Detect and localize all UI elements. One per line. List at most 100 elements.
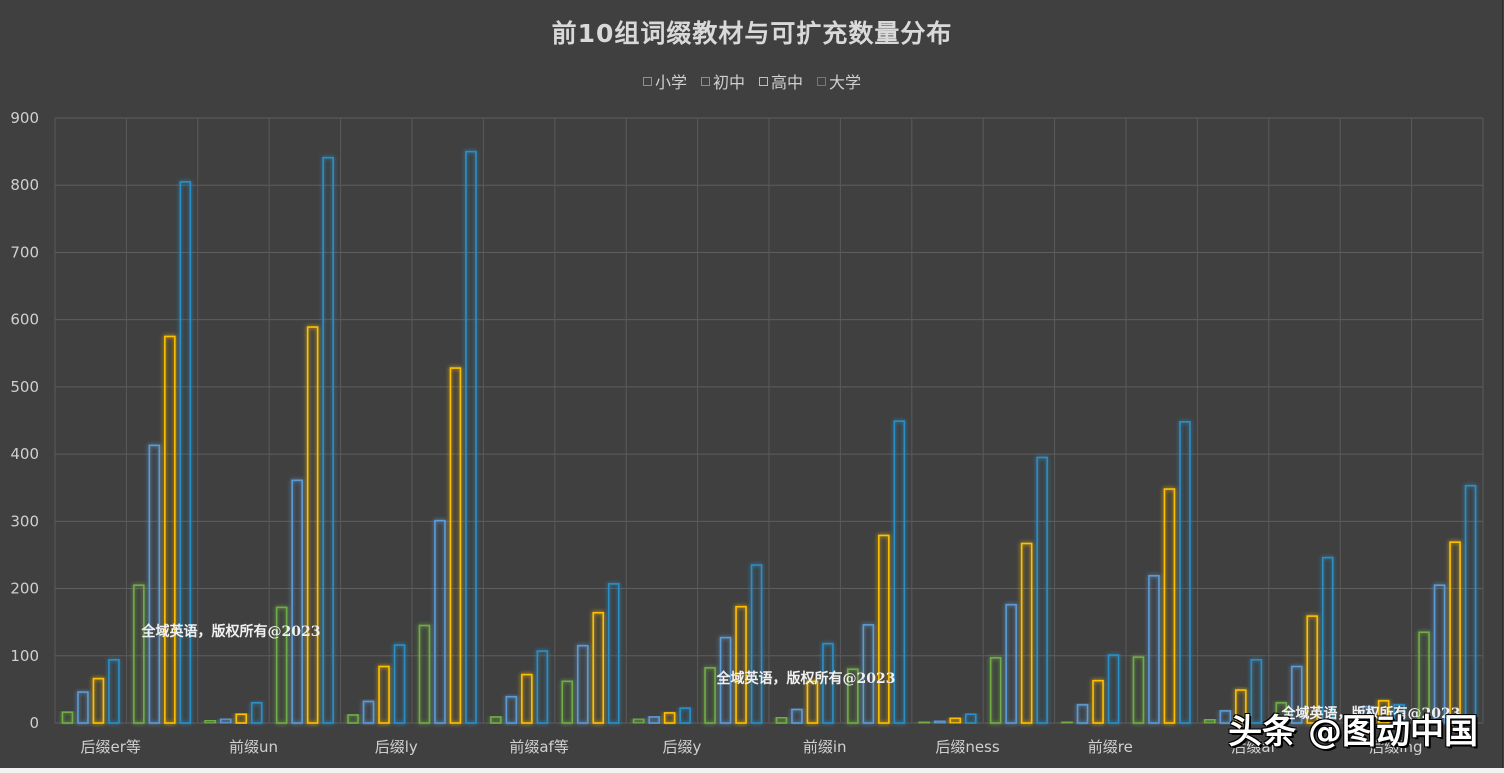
y-tick-label: 700 [10, 243, 39, 261]
bar [847, 668, 859, 724]
bar [393, 644, 406, 724]
legend-item: 初中 [700, 69, 745, 93]
bar [465, 150, 477, 724]
legend-label: 大学 [829, 73, 862, 92]
bar [378, 665, 390, 724]
bar [1393, 704, 1405, 724]
bottom-edge [0, 768, 1504, 773]
bar [679, 707, 691, 724]
bar [862, 624, 875, 724]
brand-watermark: 头条 @图动中国 [1228, 712, 1478, 752]
legend-swatch-icon [700, 76, 710, 86]
legend-item: 高中 [759, 69, 803, 93]
bar [1092, 679, 1104, 724]
bar [235, 713, 248, 724]
bar [204, 719, 217, 724]
bar [1449, 541, 1461, 724]
x-tick-label: 前缀af等 [509, 738, 568, 756]
bar [1179, 421, 1191, 724]
x-tick-label: 前缀re [1088, 738, 1133, 756]
bar [775, 716, 788, 724]
x-tick-label: 后缀al [1231, 738, 1274, 756]
bar [77, 691, 89, 724]
bar [933, 720, 946, 724]
chart-title: 前10组词缀教材与可扩充数量分布 [551, 19, 953, 48]
bar [878, 534, 890, 724]
bar [108, 659, 120, 724]
bar [275, 606, 288, 724]
y-tick-label: 0 [29, 714, 39, 732]
bar [822, 642, 834, 724]
legend-label: 小学 [654, 73, 687, 92]
bar [219, 718, 232, 724]
x-tick-label: 后缀ness [935, 738, 1000, 756]
bar [663, 712, 676, 724]
bar [1275, 702, 1288, 724]
legend-label: 初中 [712, 73, 745, 92]
bar [434, 519, 446, 724]
bar [306, 326, 319, 724]
bar [1433, 584, 1446, 724]
bar [735, 605, 747, 724]
bar [1036, 456, 1048, 724]
bar [521, 673, 533, 724]
bar [750, 564, 763, 724]
bar [989, 656, 1002, 724]
bar [949, 717, 962, 724]
bar [1362, 706, 1374, 724]
bar [592, 611, 605, 724]
legend-swatch-icon [759, 76, 768, 86]
x-tick-label: 前缀un [229, 738, 278, 756]
y-tick-label: 300 [10, 512, 39, 530]
bar [250, 702, 263, 724]
y-tick-label: 500 [10, 378, 39, 396]
bar [133, 584, 145, 724]
bar [893, 420, 906, 724]
bar [92, 677, 105, 724]
bar [1132, 656, 1145, 724]
bar [791, 708, 803, 724]
bar [964, 713, 977, 724]
bar [648, 716, 660, 724]
bar [291, 479, 303, 724]
legend-item: 小学 [642, 69, 687, 93]
bar [1321, 556, 1334, 724]
bar [806, 680, 819, 724]
y-tick-label: 600 [10, 311, 39, 329]
y-tick-label: 400 [10, 445, 39, 463]
bar [362, 700, 375, 724]
bar [561, 680, 574, 724]
bar [1061, 720, 1073, 724]
legend-item: 大学 [817, 69, 861, 93]
x-tick-label: 前缀in [803, 738, 847, 756]
y-tick-label: 900 [10, 109, 39, 127]
y-tick-label: 800 [10, 176, 39, 194]
bar [505, 695, 518, 724]
x-tick-label: 后缀y [662, 738, 701, 756]
chart-legend: 小学 初中 高中 大学 [0, 69, 1504, 93]
bar [704, 667, 716, 724]
bar [61, 711, 74, 724]
bar [1005, 603, 1017, 724]
bar [179, 181, 192, 724]
bar [1076, 704, 1089, 724]
bar [1020, 542, 1033, 724]
bar [1346, 715, 1359, 724]
bar [490, 716, 502, 724]
bar [719, 636, 732, 724]
bar [148, 444, 161, 724]
bar [1148, 574, 1160, 724]
bar [1219, 710, 1232, 724]
bar [536, 650, 549, 724]
bar [1107, 654, 1120, 724]
bar [418, 624, 431, 724]
bar [607, 583, 620, 724]
bar [632, 718, 645, 724]
bar [1204, 718, 1216, 724]
bar [918, 721, 931, 724]
copyright-watermark: 全域英语，版权所有@2023 [716, 670, 896, 687]
copyright-watermark: 全域英语，版权所有@2023 [1281, 705, 1461, 722]
x-tick-label: 后缀er等 [80, 738, 140, 756]
bar [1163, 488, 1176, 724]
